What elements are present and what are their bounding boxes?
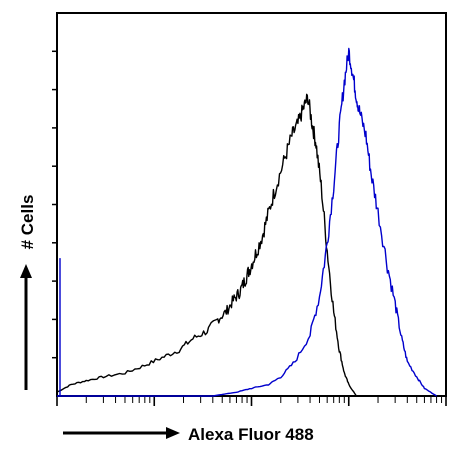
sample-histogram-line xyxy=(57,47,437,397)
control-histogram-line xyxy=(56,93,358,397)
y-axis-ticks xyxy=(52,50,57,359)
plot-frame xyxy=(56,12,447,397)
y-axis-label: # Cells xyxy=(18,195,37,250)
y-axis-arrow-head xyxy=(20,264,32,278)
x-axis-ticks xyxy=(56,396,447,406)
series-layer xyxy=(56,47,437,397)
x-axis-arrow-head xyxy=(166,427,180,439)
x-axis-label: Alexa Fluor 488 xyxy=(188,425,314,444)
